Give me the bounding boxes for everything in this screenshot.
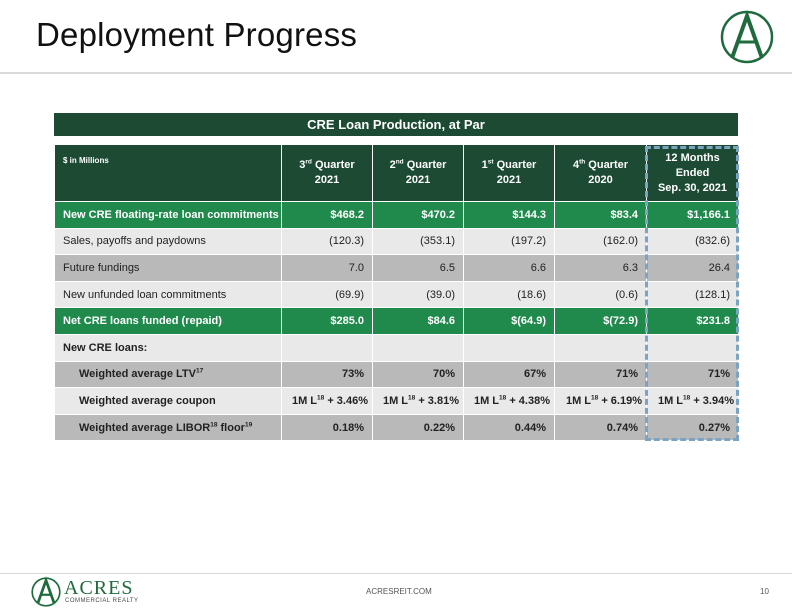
table-cell: 6.3 xyxy=(554,254,647,282)
table-cell: 1M L18 + 6.19% xyxy=(554,387,647,415)
table-cell: 0.44% xyxy=(463,413,555,442)
table-cell xyxy=(646,333,739,362)
column-header: 1st Quarter 2021 xyxy=(463,144,555,202)
table-cell: 1M L18 + 3.46% xyxy=(281,387,373,415)
table-row: New unfunded loan commitments (69.9) (39… xyxy=(54,280,739,309)
table-cell: 26.4 xyxy=(646,254,739,282)
table-row: Net CRE loans funded (repaid) $285.0 $84… xyxy=(54,307,739,335)
table-cell: (162.0) xyxy=(554,227,647,256)
table-cell: $231.8 xyxy=(646,307,739,335)
acres-logo-icon xyxy=(720,10,774,64)
table-cell: $(64.9) xyxy=(463,307,555,335)
table-cell: 7.0 xyxy=(281,254,373,282)
row-label: Weighted average LTV17 xyxy=(54,360,282,389)
page-title: Deployment Progress xyxy=(36,16,358,53)
table-cell: $(72.9) xyxy=(554,307,647,335)
column-header: 3rd Quarter 2021 xyxy=(281,144,373,202)
column-header: 4th Quarter 2020 xyxy=(554,144,647,202)
table-cell: 73% xyxy=(281,360,373,389)
table-cell: 71% xyxy=(554,360,647,389)
table-cell: 0.22% xyxy=(372,413,464,442)
table-cell: 0.74% xyxy=(554,413,647,442)
row-label: Sales, payoffs and paydowns xyxy=(54,227,282,256)
table-cell: (0.6) xyxy=(554,280,647,309)
table-row: Future fundings 7.0 6.5 6.6 6.3 26.4 xyxy=(54,254,739,282)
loan-production-table: $ in Millions 3rd Quarter 2021 2nd Quarte… xyxy=(54,144,739,442)
row-label: New CRE floating-rate loan commitments xyxy=(54,201,282,229)
table-cell xyxy=(281,333,373,362)
row-label: New unfunded loan commitments xyxy=(54,280,282,309)
table-cell: (832.6) xyxy=(646,227,739,256)
footer-divider xyxy=(0,573,792,574)
table-cell: (120.3) xyxy=(281,227,373,256)
row-label: Weighted average coupon xyxy=(54,387,282,415)
acres-logo-icon xyxy=(31,576,61,607)
footer-brand: ACRES xyxy=(64,577,134,599)
table-cell: 1M L18 + 3.94% xyxy=(646,387,739,415)
table-cell: (18.6) xyxy=(463,280,555,309)
table-cell: (69.9) xyxy=(281,280,373,309)
footer-brand-sub: COMMERCIAL REALTY xyxy=(65,598,139,604)
table-cell: $144.3 xyxy=(463,201,555,229)
table-cell xyxy=(463,333,555,362)
table-row: New CRE loans: xyxy=(54,333,739,362)
table-cell: 0.27% xyxy=(646,413,739,442)
table-cell: 71% xyxy=(646,360,739,389)
table-row: New CRE floating-rate loan commitments $… xyxy=(54,201,739,229)
table-cell: 1M L18 + 3.81% xyxy=(372,387,464,415)
table-cell: $83.4 xyxy=(554,201,647,229)
footer-url[interactable]: ACRESREIT.COM xyxy=(366,587,432,596)
table-cell: 6.5 xyxy=(372,254,464,282)
table-caption: CRE Loan Production, at Par xyxy=(54,113,738,136)
table-cell: 0.18% xyxy=(281,413,373,442)
row-label: Future fundings xyxy=(54,254,282,282)
table-cell: 1M L18 + 4.38% xyxy=(463,387,555,415)
table-cell: (197.2) xyxy=(463,227,555,256)
table-cell: (39.0) xyxy=(372,280,464,309)
table-cell: (353.1) xyxy=(372,227,464,256)
column-header-ttm: 12 Months Ended Sep. 30, 2021 xyxy=(646,144,739,202)
table-cell: 70% xyxy=(372,360,464,389)
table-cell xyxy=(372,333,464,362)
table-header-row: $ in Millions 3rd Quarter 2021 2nd Quarte… xyxy=(54,144,739,202)
table-cell: $468.2 xyxy=(281,201,373,229)
table-cell: 67% xyxy=(463,360,555,389)
table-row: Weighted average LTV17 73% 70% 67% 71% 7… xyxy=(54,360,739,389)
title-divider xyxy=(0,72,792,74)
row-label: Weighted average LIBOR18 floor19 xyxy=(54,413,282,442)
page-number: 10 xyxy=(760,587,769,596)
row-label: Net CRE loans funded (repaid) xyxy=(54,307,282,335)
table-cell: $470.2 xyxy=(372,201,464,229)
table-row: Weighted average coupon 1M L18 + 3.46% 1… xyxy=(54,387,739,415)
table-row: Weighted average LIBOR18 floor19 0.18% 0… xyxy=(54,413,739,442)
table-cell: $1,166.1 xyxy=(646,201,739,229)
row-label: New CRE loans: xyxy=(54,333,282,362)
table-cell: $84.6 xyxy=(372,307,464,335)
column-header: 2nd Quarter 2021 xyxy=(372,144,464,202)
table-cell xyxy=(554,333,647,362)
units-label: $ in Millions xyxy=(54,144,282,202)
table-cell: 6.6 xyxy=(463,254,555,282)
table-cell: $285.0 xyxy=(281,307,373,335)
table-cell: (128.1) xyxy=(646,280,739,309)
table-row: Sales, payoffs and paydowns (120.3) (353… xyxy=(54,227,739,256)
